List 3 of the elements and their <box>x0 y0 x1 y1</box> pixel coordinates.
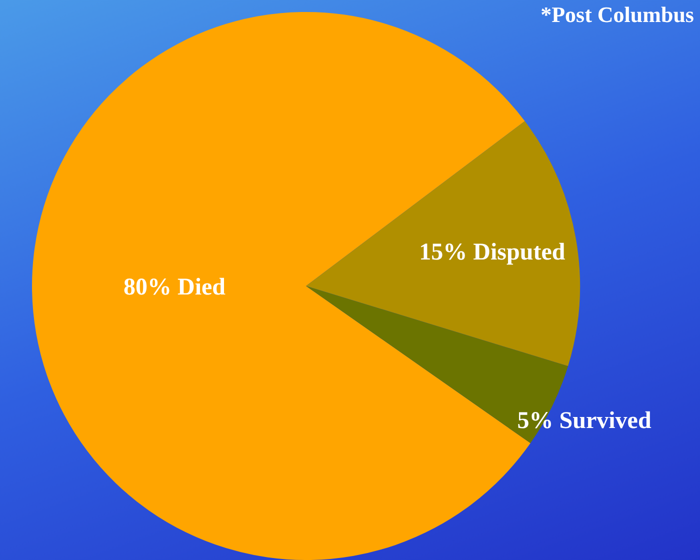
text: *Post Columbus <box>540 2 694 28</box>
slice-label: 15% Disputed <box>419 239 566 266</box>
slice-label: 80% Died <box>124 274 226 300</box>
